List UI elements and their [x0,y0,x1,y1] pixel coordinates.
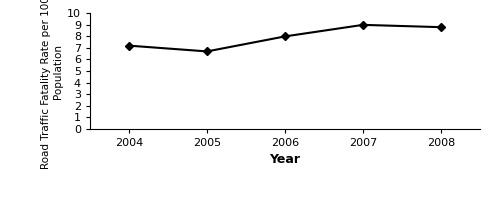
Y-axis label: Road Traffic Fatality Rate per 100,000
Population: Road Traffic Fatality Rate per 100,000 P… [41,0,63,169]
X-axis label: Year: Year [270,153,300,166]
